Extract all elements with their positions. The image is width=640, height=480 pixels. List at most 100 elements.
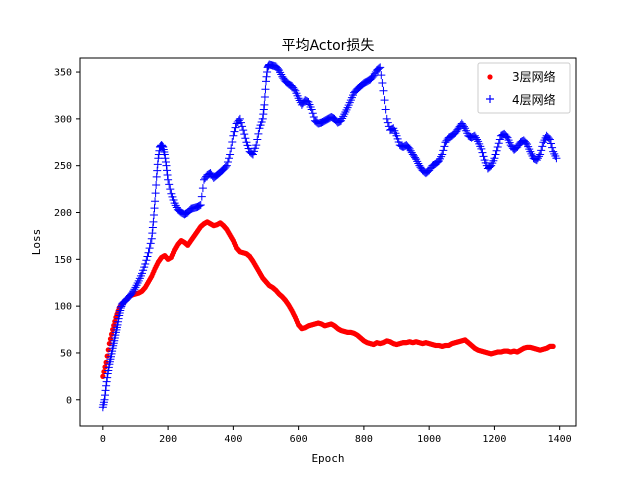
data-point xyxy=(377,71,386,80)
legend-marker-4layer xyxy=(486,95,494,103)
data-point xyxy=(494,139,503,148)
data-point xyxy=(166,185,175,194)
data-point xyxy=(235,114,244,123)
data-point xyxy=(149,211,158,220)
data-point xyxy=(307,105,316,114)
data-point xyxy=(160,150,169,159)
data-point xyxy=(493,142,502,151)
data-point xyxy=(162,161,171,170)
x-tick-label: 600 xyxy=(290,434,308,445)
data-point xyxy=(103,373,112,382)
y-tick-label: 50 xyxy=(60,348,72,359)
legend: 3层网络 4层网络 xyxy=(477,62,571,114)
data-point xyxy=(148,223,157,232)
legend-marker-3layer xyxy=(487,74,493,80)
data-point xyxy=(150,204,159,213)
legend-label-4layer: 4层网络 xyxy=(512,92,556,107)
data-point xyxy=(145,244,154,253)
data-point xyxy=(153,166,162,175)
x-tick-label: 0 xyxy=(100,434,106,445)
y-axis-label: Loss xyxy=(30,229,43,256)
data-point xyxy=(196,201,205,210)
data-point xyxy=(161,154,170,163)
data-point xyxy=(538,142,547,151)
data-point xyxy=(197,192,206,201)
data-point xyxy=(225,154,234,163)
data-point xyxy=(241,134,250,143)
data-point xyxy=(459,122,468,131)
data-point xyxy=(490,154,499,163)
legend-box xyxy=(477,62,571,114)
data-point xyxy=(101,386,110,395)
x-tick-label: 200 xyxy=(159,434,177,445)
y-tick-label: 350 xyxy=(54,68,72,79)
data-point xyxy=(157,141,166,150)
data-point xyxy=(142,256,151,265)
data-point xyxy=(536,150,545,159)
data-point xyxy=(221,162,230,171)
data-point xyxy=(261,85,270,94)
data-point xyxy=(228,137,237,146)
data-point xyxy=(158,141,167,150)
data-point xyxy=(308,109,317,118)
x-tick-label: 1200 xyxy=(482,434,506,445)
data-point xyxy=(254,129,263,138)
data-point xyxy=(151,189,160,198)
data-point xyxy=(495,135,504,144)
data-point xyxy=(379,86,388,95)
data-point xyxy=(151,197,160,206)
data-point xyxy=(383,118,392,127)
x-tick-label: 800 xyxy=(355,434,373,445)
data-point xyxy=(230,127,239,136)
data-point xyxy=(380,96,389,105)
data-point xyxy=(146,239,155,248)
data-point xyxy=(223,157,232,166)
plot-area xyxy=(98,60,561,412)
data-point xyxy=(479,152,488,161)
data-point xyxy=(290,85,299,94)
data-point xyxy=(252,141,261,150)
data-point xyxy=(478,148,487,157)
series-1 xyxy=(98,60,561,412)
y-axis: 0 50 100 150 200 250 300 350 xyxy=(54,68,80,406)
data-point xyxy=(195,201,204,210)
data-point xyxy=(376,63,385,72)
data-point xyxy=(438,150,447,159)
x-axis: 0 200 400 600 800 1000 1200 1400 xyxy=(100,426,572,445)
chart-title: 平均Actor损失 xyxy=(282,38,375,54)
data-point xyxy=(144,248,153,257)
data-point xyxy=(473,135,482,144)
legend-label-3layer: 3层网络 xyxy=(512,69,556,84)
data-point xyxy=(229,131,238,140)
x-axis-label: Epoch xyxy=(311,452,344,465)
data-point xyxy=(238,122,247,131)
data-point xyxy=(240,130,249,139)
data-point xyxy=(102,377,111,386)
data-point xyxy=(239,126,248,135)
data-point xyxy=(552,154,561,163)
data-point xyxy=(164,175,173,184)
y-tick-label: 100 xyxy=(54,302,72,313)
data-point xyxy=(152,181,161,190)
data-point xyxy=(262,72,271,81)
data-point xyxy=(477,144,486,153)
data-point xyxy=(141,260,150,269)
data-point xyxy=(161,157,170,166)
data-point xyxy=(222,161,231,170)
data-point xyxy=(130,285,139,294)
data-point xyxy=(262,77,270,86)
data-point xyxy=(263,68,272,77)
x-tick-label: 400 xyxy=(224,434,242,445)
data-point xyxy=(226,150,235,159)
y-tick-label: 150 xyxy=(54,255,72,266)
data-point xyxy=(440,142,449,151)
data-point xyxy=(259,110,268,119)
data-point xyxy=(103,359,109,365)
axes-frame xyxy=(79,57,577,427)
data-point xyxy=(378,78,387,87)
data-point xyxy=(535,152,544,161)
data-point xyxy=(309,112,318,121)
data-point xyxy=(537,146,546,155)
data-point xyxy=(163,171,172,180)
data-point xyxy=(236,118,245,127)
